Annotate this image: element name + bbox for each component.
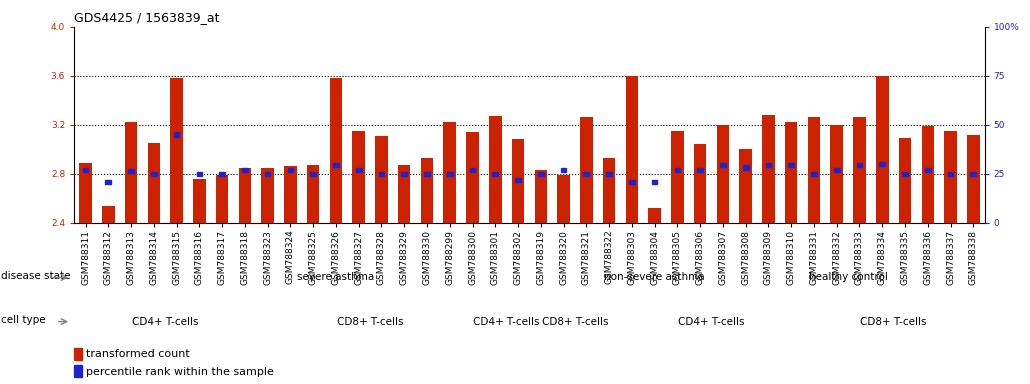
Bar <box>902 172 907 176</box>
Bar <box>967 135 980 223</box>
Bar <box>535 170 547 223</box>
Bar <box>697 168 703 172</box>
Bar <box>489 116 502 223</box>
Bar <box>607 172 612 176</box>
Bar <box>330 78 342 223</box>
Bar <box>743 166 749 170</box>
Bar <box>762 115 775 223</box>
Bar <box>420 158 434 223</box>
Bar <box>880 162 885 166</box>
Bar <box>82 168 89 172</box>
Bar <box>788 163 794 167</box>
Bar <box>128 169 134 174</box>
Bar <box>287 168 294 172</box>
Bar <box>834 168 839 172</box>
Bar <box>811 172 817 176</box>
Bar <box>808 118 820 223</box>
Bar <box>515 178 521 182</box>
Text: CD4+ T-cells: CD4+ T-cells <box>679 316 745 327</box>
Bar <box>262 168 274 223</box>
Bar <box>239 168 251 223</box>
Text: CD8+ T-cells: CD8+ T-cells <box>860 316 927 327</box>
Bar <box>857 163 862 167</box>
Bar <box>355 168 362 172</box>
Bar <box>444 122 456 223</box>
Bar <box>219 172 225 176</box>
Bar <box>970 172 976 176</box>
Bar <box>307 165 319 223</box>
Bar <box>694 144 707 223</box>
Bar <box>899 138 912 223</box>
Bar <box>560 168 566 172</box>
Bar <box>216 175 229 223</box>
Bar <box>379 172 384 176</box>
Bar <box>580 118 592 223</box>
Bar <box>333 163 339 167</box>
Bar <box>853 118 866 223</box>
Text: percentile rank within the sample: percentile rank within the sample <box>85 366 274 377</box>
Bar <box>948 172 954 176</box>
Text: GDS4425 / 1563839_at: GDS4425 / 1563839_at <box>74 11 219 24</box>
Bar <box>375 136 387 223</box>
Text: disease state: disease state <box>1 271 70 281</box>
Bar <box>922 126 934 223</box>
Text: CD4+ T-cells: CD4+ T-cells <box>132 316 199 327</box>
Bar <box>467 132 479 223</box>
Bar <box>557 175 570 223</box>
Bar <box>170 78 183 223</box>
Bar <box>830 125 843 223</box>
Bar <box>765 163 771 167</box>
Bar <box>105 180 111 184</box>
Bar <box>512 139 524 223</box>
Bar <box>74 365 82 377</box>
Bar <box>424 172 430 176</box>
Text: healthy control: healthy control <box>809 272 888 283</box>
Bar <box>447 172 452 176</box>
Bar <box>174 132 179 137</box>
Text: CD4+ T-cells: CD4+ T-cells <box>474 316 540 327</box>
Text: CD8+ T-cells: CD8+ T-cells <box>337 316 404 327</box>
Text: non-severe asthma: non-severe asthma <box>605 272 705 283</box>
Bar <box>652 180 657 184</box>
Bar <box>79 163 92 223</box>
Bar <box>398 165 411 223</box>
Bar <box>147 143 160 223</box>
Bar <box>717 125 729 223</box>
Bar <box>625 76 639 223</box>
Bar <box>675 168 680 172</box>
Bar <box>876 76 889 223</box>
Bar <box>151 172 157 176</box>
Bar <box>102 205 114 223</box>
Bar <box>125 122 137 223</box>
Bar <box>284 166 297 223</box>
Text: CD8+ T-cells: CD8+ T-cells <box>542 316 608 327</box>
Text: cell type: cell type <box>1 315 45 325</box>
Bar <box>310 172 316 176</box>
Bar <box>492 172 499 176</box>
Bar <box>265 172 271 176</box>
Bar <box>740 149 752 223</box>
Bar <box>603 158 615 223</box>
Bar <box>470 168 476 172</box>
Bar <box>197 172 202 176</box>
Bar <box>648 208 661 223</box>
Bar <box>193 179 206 223</box>
Bar <box>242 168 248 172</box>
Bar <box>402 172 407 176</box>
Bar <box>672 131 684 223</box>
Bar <box>352 131 365 223</box>
Bar <box>925 168 931 172</box>
Bar <box>538 172 544 176</box>
Bar <box>629 180 634 184</box>
Bar <box>945 131 957 223</box>
Bar <box>720 163 726 167</box>
Bar <box>583 172 589 176</box>
Bar <box>74 348 82 360</box>
Text: transformed count: transformed count <box>85 349 190 359</box>
Text: severe asthma: severe asthma <box>298 272 375 283</box>
Bar <box>785 122 797 223</box>
